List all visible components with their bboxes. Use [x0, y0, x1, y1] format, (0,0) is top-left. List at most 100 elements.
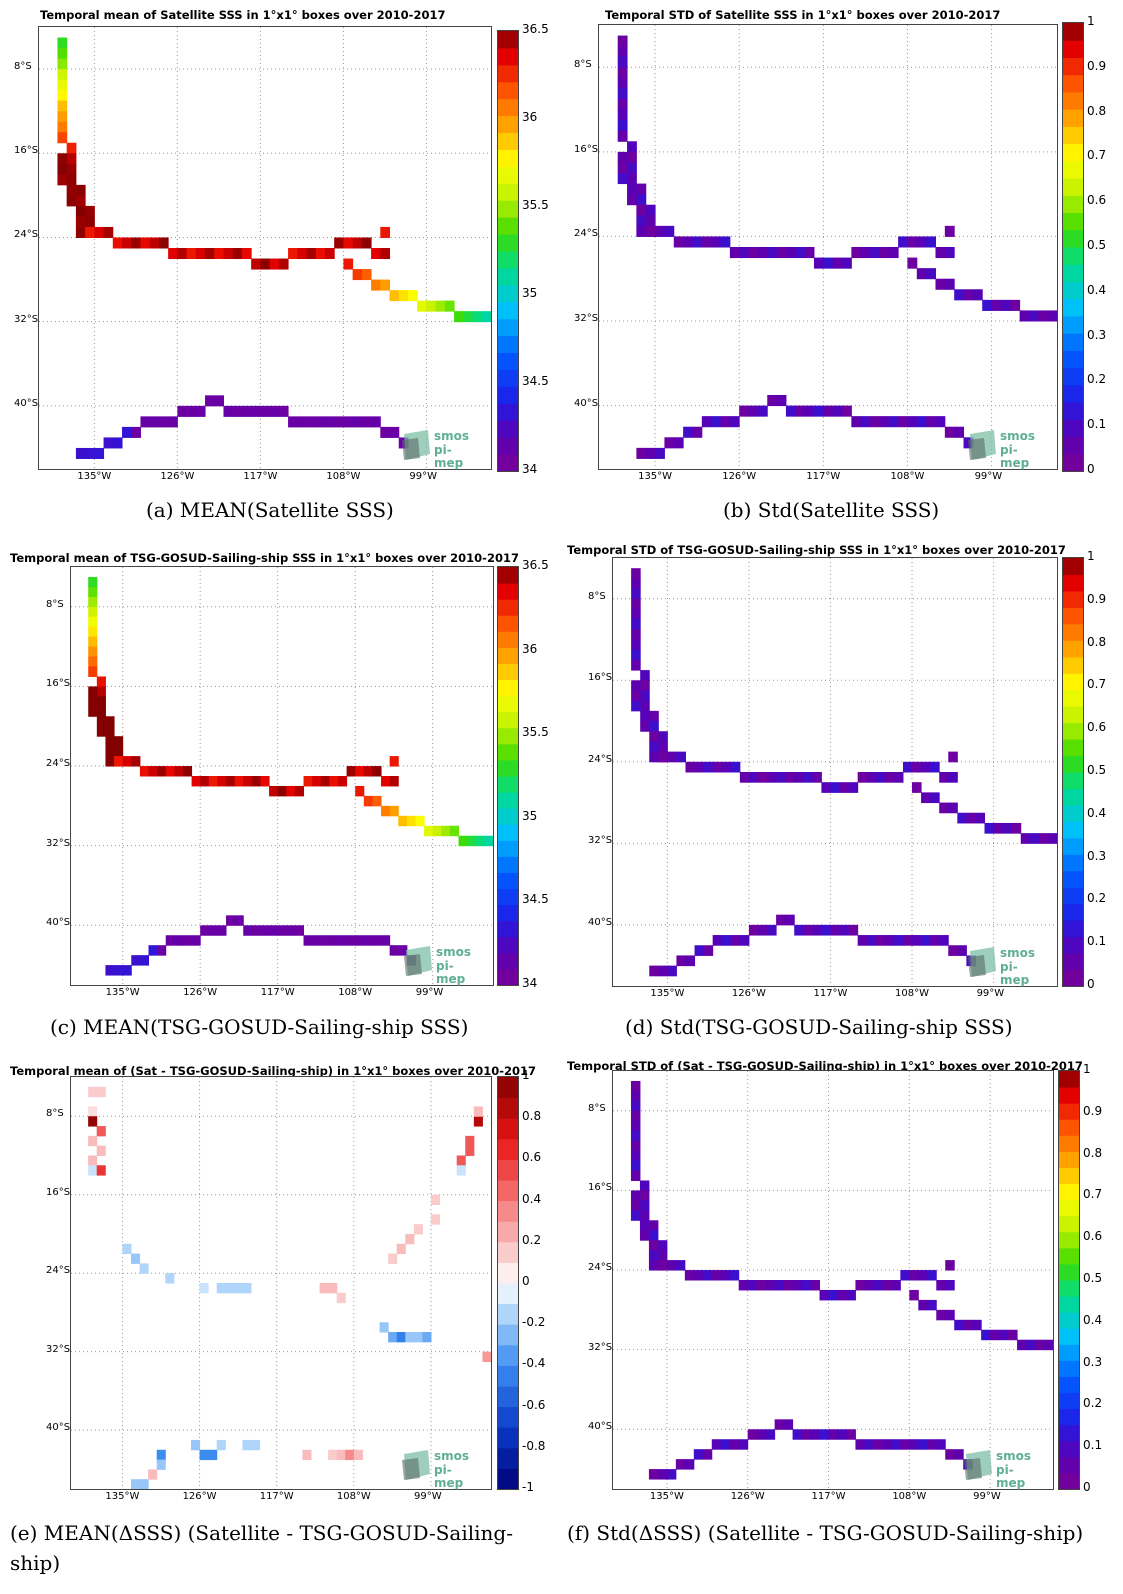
- panel-e-map: [70, 1076, 492, 1490]
- lat-tick-label: 8°S: [14, 61, 32, 73]
- heatmap-cell: [921, 935, 931, 946]
- colorbar-swatch: [1059, 1344, 1079, 1361]
- heatmap-cell: [767, 772, 777, 783]
- heatmap-cell: [243, 925, 253, 936]
- heatmap-cell: [832, 405, 843, 417]
- heatmap-cell: [260, 776, 270, 787]
- colorbar-swatch: [498, 200, 518, 218]
- heatmap-cell: [234, 915, 244, 926]
- heatmap-cell: [216, 1283, 226, 1294]
- colorbar-swatch: [498, 711, 518, 729]
- colorbar-swatch: [498, 318, 518, 337]
- colorbar-swatch: [498, 808, 518, 825]
- colorbar-swatch: [1063, 953, 1083, 971]
- heatmap-cell: [1011, 822, 1022, 834]
- heatmap-cell: [278, 258, 289, 270]
- lon-tick-label: 126°W: [183, 987, 218, 998]
- colorbar-swatch: [1059, 1119, 1079, 1136]
- lon-tick-label: 126°W: [182, 1491, 217, 1502]
- colorbar-swatch: [498, 663, 518, 681]
- heatmap-cell: [57, 58, 68, 70]
- heatmap-cell: [729, 1439, 740, 1450]
- heatmap-cell: [918, 1439, 928, 1450]
- heatmap-cell: [804, 405, 815, 417]
- heatmap-cell: [112, 437, 123, 449]
- heatmap-cell: [232, 405, 243, 417]
- heatmap-cell: [729, 1270, 740, 1281]
- heatmap-cell: [631, 608, 641, 620]
- heatmap-cell: [639, 1180, 650, 1191]
- heatmap-cell: [1038, 833, 1049, 844]
- colorbar-swatch: [1063, 969, 1083, 986]
- colorbar-tick-label: 36: [522, 110, 538, 124]
- heatmap-cell: [851, 247, 862, 259]
- heatmap-cell: [94, 226, 105, 238]
- heatmap-cell: [328, 1449, 338, 1461]
- heatmap-cell: [288, 416, 298, 428]
- heatmap-cell: [306, 416, 317, 428]
- colorbar-tick-label: 0.2: [1083, 1396, 1103, 1411]
- heatmap-cell: [636, 204, 647, 216]
- heatmap-cell: [352, 237, 363, 249]
- heatmap-cell: [131, 426, 141, 438]
- heatmap-cell: [277, 925, 287, 936]
- heatmap-cell: [232, 248, 243, 260]
- heatmap-cell: [191, 935, 201, 946]
- heatmap-cell: [936, 1309, 946, 1321]
- heatmap-cell: [648, 1240, 659, 1251]
- heatmap-cell: [693, 1449, 704, 1460]
- heatmap-cell: [930, 935, 940, 946]
- colorbar-swatch: [1059, 1408, 1079, 1426]
- heatmap-cell: [649, 965, 659, 977]
- colorbar-tick-label: 35: [522, 286, 538, 300]
- heatmap-cell: [441, 825, 451, 837]
- heatmap-cell: [449, 825, 460, 837]
- heatmap-cell: [893, 772, 904, 783]
- colorbar-tick-label: 0.5: [1083, 1271, 1103, 1285]
- heatmap-cell: [630, 1110, 641, 1122]
- colorbar-swatch: [498, 183, 518, 201]
- colorbar-swatch: [1063, 689, 1083, 707]
- lon-tick-label: 135°W: [77, 471, 112, 482]
- heatmap-cell: [828, 1289, 838, 1301]
- heatmap-cell: [96, 1126, 106, 1137]
- heatmap-cell: [664, 437, 675, 449]
- heatmap-cell: [630, 1120, 641, 1132]
- heatmap-cell: [757, 247, 768, 259]
- heatmap-cell: [645, 204, 656, 216]
- heatmap-cell: [260, 925, 270, 936]
- lat-tick-label: 24°S: [588, 753, 613, 765]
- heatmap-cell: [738, 1439, 749, 1450]
- heatmap-cell: [627, 162, 637, 174]
- heatmap-cell: [767, 247, 778, 259]
- heatmap-cell: [658, 731, 668, 742]
- colorbar-swatch: [1059, 1215, 1079, 1233]
- heatmap-cell: [177, 405, 188, 417]
- colorbar-swatch: [498, 420, 518, 438]
- heatmap-cell: [631, 598, 641, 610]
- heatmap-cell: [208, 1449, 218, 1461]
- heatmap-cell: [463, 311, 474, 323]
- heatmap-cell: [148, 945, 158, 956]
- heatmap-cell: [912, 782, 922, 793]
- logo-emblem-icon: [402, 1450, 430, 1480]
- heatmap-cell: [748, 924, 759, 936]
- colorbar-swatch: [498, 759, 518, 777]
- colorbar-swatch: [498, 454, 518, 471]
- heatmap-cell: [1017, 1339, 1027, 1351]
- heatmap-cell: [88, 1155, 98, 1166]
- colorbar-swatch: [498, 1262, 518, 1284]
- lon-tick-label: 117°W: [813, 988, 848, 999]
- heatmap-cell: [88, 596, 98, 608]
- heatmap-cell: [294, 925, 305, 936]
- heatmap-cell: [721, 761, 732, 773]
- heatmap-cell: [122, 426, 132, 438]
- heatmap-cell: [294, 785, 305, 797]
- heatmap-cell: [855, 1439, 865, 1450]
- heatmap-cell: [794, 772, 804, 783]
- heatmap-cell: [191, 1439, 201, 1451]
- heatmap-cell: [379, 1322, 389, 1333]
- heatmap-cell: [352, 416, 363, 428]
- colorbar-swatch: [498, 743, 518, 761]
- heatmap-cell: [465, 1145, 475, 1156]
